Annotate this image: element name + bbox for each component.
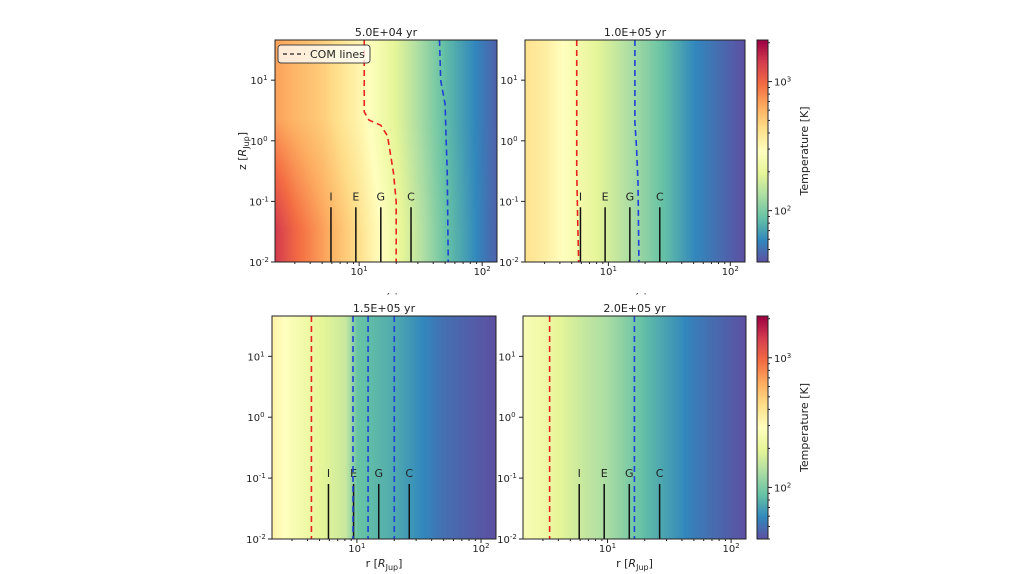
x-axis-label: r [RJup] (366, 557, 403, 572)
moon-label-C: C (656, 190, 664, 203)
x-tick-label: 102 (722, 542, 739, 555)
y-tick-label: 10-1 (497, 472, 517, 485)
x-axis-label: r [RJup] (616, 557, 653, 572)
moon-label-E: E (601, 467, 608, 480)
y-tick-label: 10-1 (249, 195, 269, 208)
panel-4: I E G C 101 102 10-2 10-1 100 101 2.0E+05 yr r [RJu… (497, 302, 747, 572)
plot-frame (524, 39, 746, 263)
y-tick-label: 10-1 (499, 195, 519, 208)
moon-label-C: C (405, 467, 413, 480)
moon-label-I: I (329, 190, 332, 203)
panel-title: 2.0E+05 yr (603, 302, 666, 315)
colorbar-frame (756, 39, 769, 263)
legend-box (277, 44, 371, 64)
colorbar-axis: 102 103 Temperature [K] (756, 315, 811, 540)
moon-label-E: E (352, 190, 359, 203)
y-tick-label: 10-2 (249, 256, 269, 269)
plot-frame (522, 315, 747, 540)
colorbar (757, 316, 768, 539)
colorbar-tick-label: 103 (774, 76, 791, 89)
y-tick-label: 10-2 (246, 533, 266, 546)
y-tick-label: 100 (500, 135, 517, 148)
moon-label-G: G (377, 190, 386, 203)
y-tick-label: 100 (250, 135, 267, 148)
x-tick-label: 101 (348, 542, 365, 555)
y-tick-label: 10-1 (246, 472, 266, 485)
y-axis-label: z [RJup] (236, 132, 251, 170)
moon-label-C: C (407, 190, 415, 203)
colorbar-tick-label: 102 (774, 481, 791, 494)
com-line (363, 40, 397, 262)
colorbar-frame (756, 315, 769, 540)
com-line (634, 40, 640, 263)
legend: COM lines (277, 44, 371, 64)
colorbar-label: Temperature [K] (798, 383, 811, 473)
y-tick-label: 100 (498, 411, 515, 424)
panel-title: 5.0E+04 yr (355, 26, 418, 39)
moon-label-C: C (656, 467, 664, 480)
x-tick-label: 102 (472, 542, 489, 555)
colorbar-label: Temperature [K] (798, 107, 811, 197)
x-tick-label: 101 (599, 542, 616, 555)
moon-label-I: I (327, 467, 330, 480)
panel-title: 1.5E+05 yr (353, 302, 416, 315)
plot-frame (271, 315, 497, 540)
x-tick-label: 102 (722, 265, 739, 278)
moon-label-G: G (626, 190, 635, 203)
legend-label: COM lines (310, 48, 365, 61)
y-tick-label: 10-2 (499, 256, 519, 269)
y-tick-label: 100 (247, 411, 264, 424)
colorbar-axis: 102 103 Temperature [K] (756, 39, 811, 263)
moon-label-I: I (579, 190, 582, 203)
moon-label-E: E (602, 190, 609, 203)
temperature-heatmap (525, 40, 745, 262)
temperature-heatmap (272, 316, 496, 539)
y-tick-label: 101 (500, 74, 517, 87)
com-line (438, 39, 450, 263)
colorbar (757, 40, 768, 262)
moon-label-I: I (578, 467, 581, 480)
colorbar-tick-label: 102 (774, 205, 791, 218)
y-tick-label: 101 (247, 350, 264, 363)
moon-label-E: E (350, 467, 357, 480)
moon-label-G: G (374, 467, 383, 480)
x-tick-label: 101 (600, 265, 617, 278)
colorbar-tick-label: 103 (774, 352, 791, 365)
y-tick-label: 10-2 (497, 533, 517, 546)
temperature-heatmap (275, 40, 497, 262)
y-tick-label: 101 (498, 350, 515, 363)
x-tick-label: 102 (474, 265, 491, 278)
label-clip-mask (240, 281, 780, 293)
com-line (575, 40, 580, 263)
panel-3: I E G C 101 102 10-2 10-1 100 101 1.5E+05 yr r [RJu… (246, 302, 497, 572)
plot-frame (274, 39, 498, 263)
y-tick-label: 101 (250, 74, 267, 87)
panel-title: 1.0E+05 yr (604, 26, 667, 39)
x-tick-label: 101 (351, 265, 368, 278)
moon-label-G: G (625, 467, 634, 480)
